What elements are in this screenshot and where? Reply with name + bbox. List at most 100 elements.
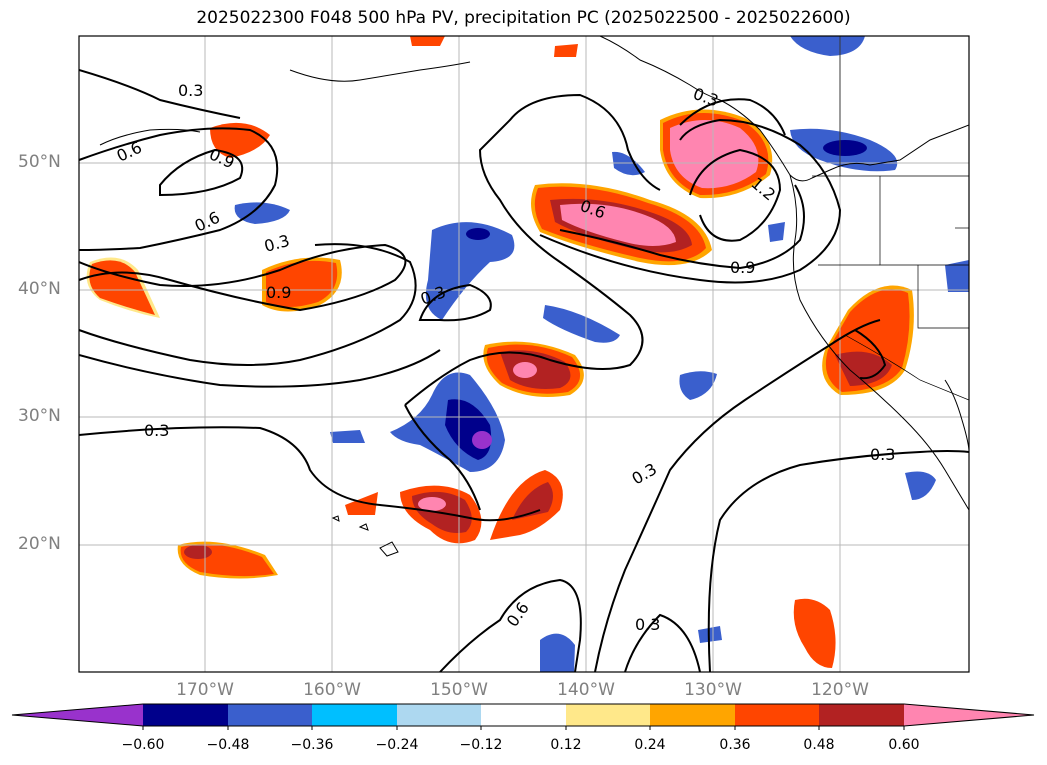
lon-label: 120°W [811, 680, 869, 700]
precip-region [513, 362, 537, 378]
colorbar-tick-label: −0.24 [375, 737, 419, 753]
pv-contour [594, 319, 881, 672]
pv-contour [539, 118, 842, 284]
lon-label: 150°W [430, 680, 488, 700]
colorbar-tick-label: −0.36 [290, 737, 334, 753]
precip-region [679, 371, 717, 400]
pv-contour [79, 127, 279, 251]
pv-contour [439, 578, 582, 672]
colorbar-swatch [819, 704, 904, 726]
pv-contour [404, 404, 481, 511]
map-title: 2025022300 F048 500 hPa PV, precipitatio… [196, 8, 851, 28]
map-frame [78, 35, 970, 673]
island-outline [379, 541, 399, 557]
precip-region [512, 482, 553, 520]
graticule [79, 36, 969, 672]
pv-contour [159, 148, 244, 197]
precip-region [234, 202, 290, 224]
precip-region [266, 260, 338, 307]
precip-region [945, 260, 969, 292]
colorbar-extend-max [904, 704, 1034, 726]
pv-contour [679, 98, 786, 136]
precip-region [543, 305, 620, 343]
colorbar-tick-label: 0.36 [719, 737, 751, 753]
precip-region [345, 492, 378, 515]
colorbar-swatch [312, 704, 397, 726]
colorbar-swatch [397, 704, 481, 726]
border-line [917, 265, 969, 329]
coastline [599, 36, 969, 182]
lon-label: 170°W [176, 680, 234, 700]
coastlines [99, 36, 969, 557]
contour-label: 0.9 [730, 258, 755, 277]
precip-region [540, 633, 575, 672]
pv-contour [689, 148, 782, 242]
pv-contour [79, 426, 541, 522]
lat-label: 20°N [18, 534, 61, 554]
precip-region [793, 598, 836, 668]
precip-region [835, 351, 892, 386]
political-borders [812, 36, 969, 401]
precip-region [768, 222, 785, 242]
lon-label: 160°W [303, 680, 361, 700]
colorbar-tick-label: 0.60 [888, 737, 920, 753]
precip-region [698, 626, 722, 643]
colorbar-swatch [650, 704, 735, 726]
lon-label: 140°W [557, 680, 615, 700]
lat-label: 50°N [18, 152, 61, 172]
pv-contour [559, 184, 805, 270]
coastline [789, 174, 969, 511]
precip-region [184, 545, 212, 559]
colorbar-tick-label: 0.24 [634, 737, 666, 753]
contour-label: 0.3 [144, 421, 169, 440]
precip-region [410, 36, 445, 46]
precip-region [790, 36, 865, 56]
pv-contour [404, 93, 661, 406]
colorbar-swatch [228, 704, 312, 726]
colorbar-tick-label: 0.48 [803, 737, 835, 753]
map-plot-area: 0.3 0.6 0.9 0.6 0.3 0.9 0.3 0.6 1.2 0.9 … [79, 36, 969, 672]
island-outline [358, 523, 369, 531]
precip-region [554, 44, 578, 57]
pv-contour [707, 450, 969, 672]
colorbar-swatch [143, 704, 228, 726]
pv-contours [79, 69, 969, 672]
precip-region [472, 431, 492, 449]
precip-region [670, 120, 759, 189]
precip-region [466, 228, 490, 240]
precip-region [330, 430, 365, 443]
colorbar-swatch [481, 704, 566, 726]
precip-region [425, 222, 515, 320]
colorbar-swatch [735, 704, 819, 726]
colorbar [11, 703, 1035, 730]
precip-region [560, 203, 676, 246]
contour-label: 0.3 [178, 81, 203, 100]
pv-contour [79, 69, 241, 119]
precip-region [905, 471, 936, 500]
precip-region [823, 140, 867, 156]
lat-label: 30°N [18, 406, 61, 426]
pv-contour [79, 349, 441, 388]
precip-negative-regions [234, 36, 969, 672]
contour-label: 0.9 [266, 283, 291, 302]
pv-contour [854, 329, 887, 380]
coastline [944, 379, 969, 451]
island-outline [331, 515, 340, 522]
pv-contour [418, 283, 492, 322]
colorbar-tick-label: −0.12 [459, 737, 503, 753]
colorbar-swatch [566, 704, 650, 726]
colorbar-tick-label: 0.12 [550, 737, 582, 753]
border-line [844, 334, 969, 401]
colorbar-tick-label: −0.60 [121, 737, 165, 753]
lon-label: 130°W [684, 680, 742, 700]
pv-contour [79, 243, 417, 366]
lat-label: 40°N [18, 279, 61, 299]
colorbar-tick-label: −0.48 [206, 737, 250, 753]
coastline [289, 61, 471, 82]
colorbar-extend-min [12, 704, 143, 726]
contour-label: 0.3 [635, 615, 660, 634]
contour-label: 0.3 [870, 445, 895, 464]
pv-contour [624, 613, 701, 672]
precip-region [418, 497, 446, 511]
